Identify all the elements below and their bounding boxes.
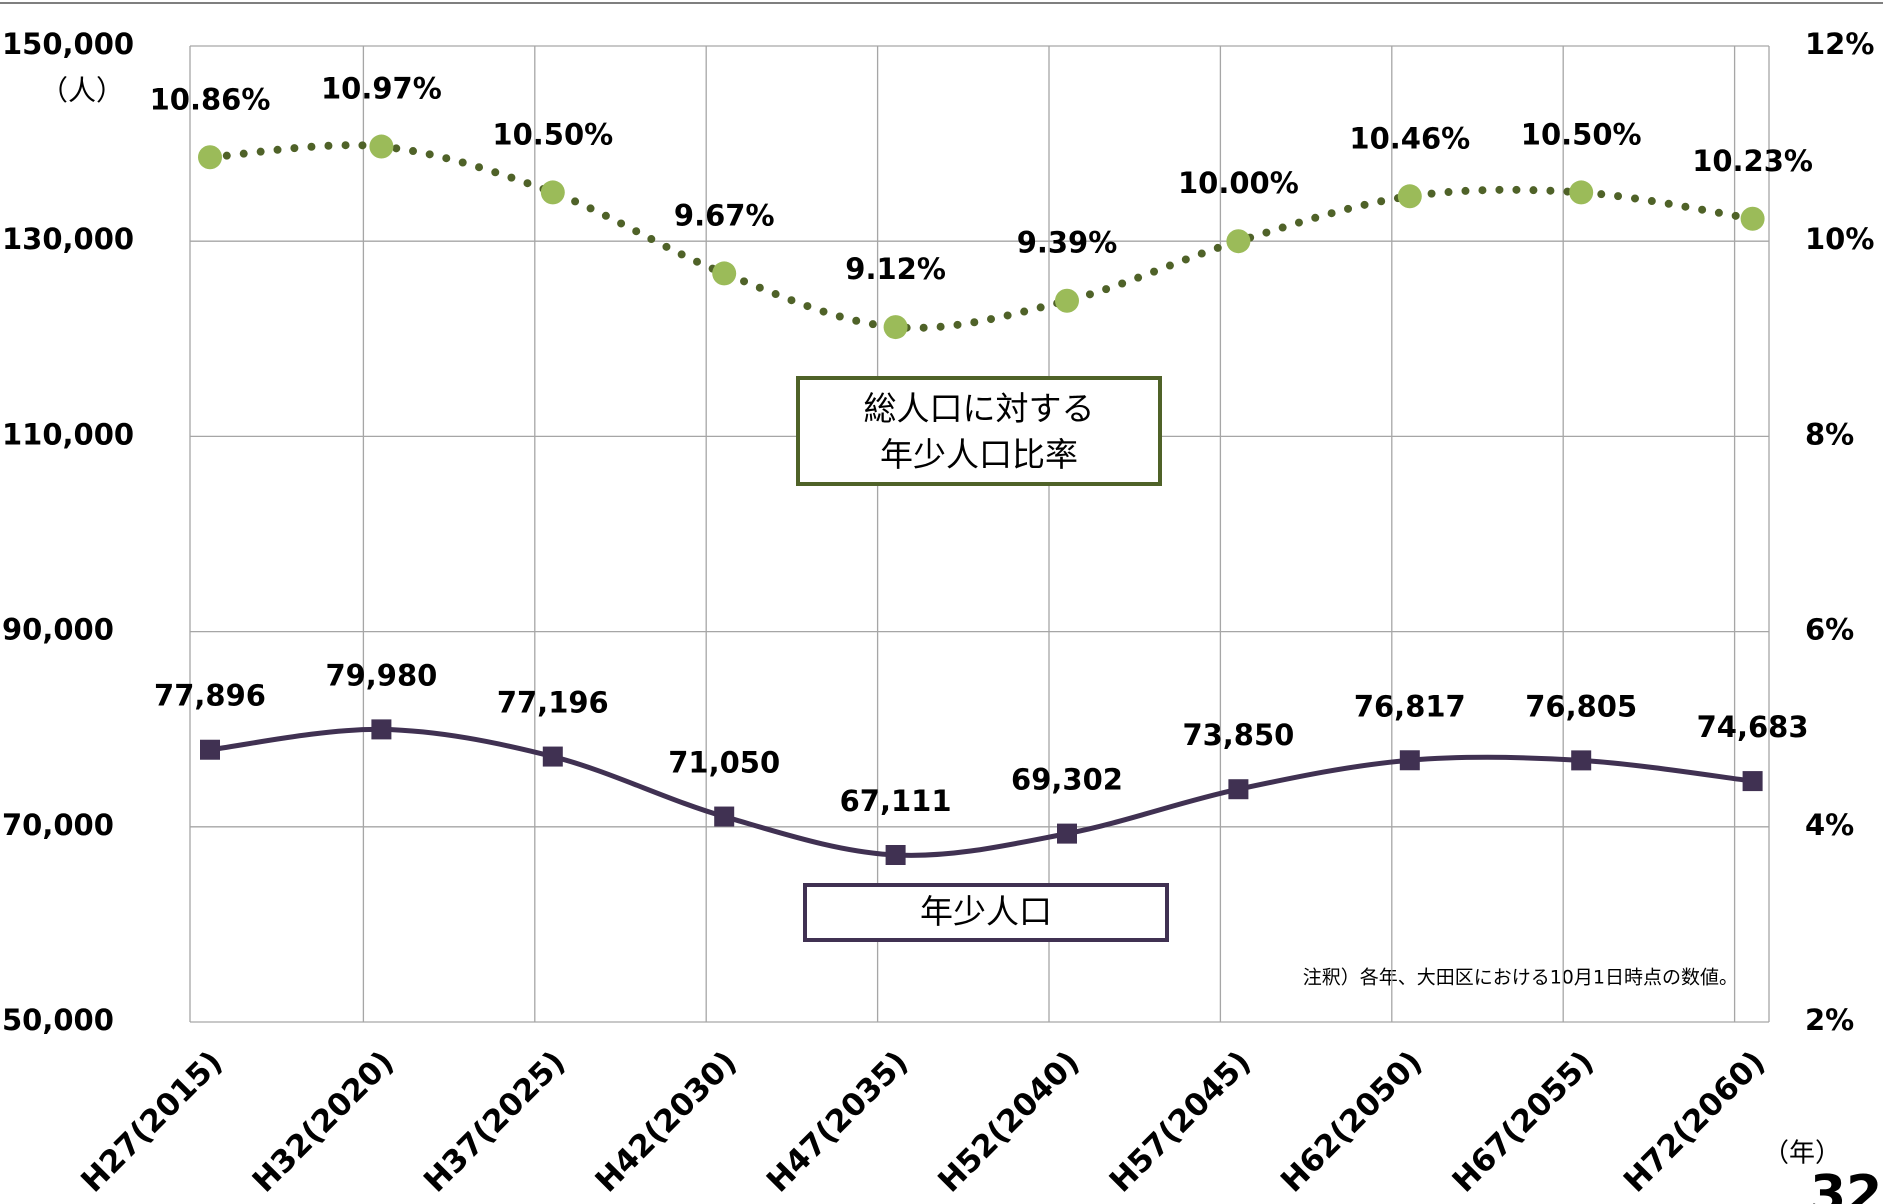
x-tick-label: H27(2015) [74,1044,229,1199]
data-label: 10.86% [150,82,271,116]
y2-tick-label: 6% [1805,613,1854,647]
point [1571,750,1592,771]
data-label: 76,817 [1354,689,1466,723]
data-label: 10.50% [1521,117,1642,151]
x-tick-label: H42(2030) [589,1044,744,1199]
data-label: 10.23% [1692,144,1813,178]
point [369,134,394,159]
series-line [209,726,1753,858]
point [714,806,735,827]
y-axis-unit: （人） [40,74,124,107]
series-label-box: 年少人口 [803,883,1169,942]
point [883,315,908,340]
point [540,180,565,205]
point [1399,750,1420,771]
x-tick-label: H72(2060) [1617,1044,1772,1199]
point [1057,823,1077,844]
x-tick-label: H67(2055) [1446,1044,1601,1199]
point [1055,288,1079,313]
point [371,719,392,740]
series-line [206,141,1757,332]
data-label: 10.50% [492,117,613,151]
data-label: 9.39% [1017,226,1118,260]
x-axis-unit: （年） [1763,1139,1841,1169]
y2-tick-label: 12% [1805,27,1874,61]
data-label: 10.97% [321,72,442,106]
y-tick-label: 130,000 [2,222,134,256]
data-label: 67,111 [840,784,952,818]
y2-tick-label: 4% [1805,808,1854,842]
y-tick-label: 50,000 [2,1003,114,1037]
x-tick-label: H57(2045) [1103,1044,1258,1199]
x-tick-label: H32(2020) [246,1044,401,1199]
data-label: 69,302 [1011,763,1123,797]
data-label: 79,980 [325,658,437,692]
series-label-box: 総人口に対する 年少人口比率 [796,376,1162,486]
data-label: 71,050 [668,746,780,780]
x-tick-label: H62(2050) [1274,1044,1429,1199]
data-label: 76,805 [1525,689,1637,723]
data-label: 9.12% [845,252,946,286]
y-tick-label: 90,000 [2,613,114,647]
x-tick-label: H37(2025) [417,1044,572,1199]
x-tick-label: H47(2035) [760,1044,915,1199]
note: 注釈）各年、大田区における10月1日時点の数値。 [1303,967,1738,989]
data-label: 73,850 [1182,718,1294,752]
point [200,739,220,760]
point [198,145,222,170]
y2-tick-label: 8% [1805,417,1854,451]
y2-tick-label: 10% [1805,222,1874,256]
point [1742,771,1763,792]
data-label: 10.46% [1349,121,1470,155]
y2-tick-label: 2% [1805,1003,1854,1037]
data-label: 77,196 [497,686,609,720]
data-label: 77,896 [154,679,266,713]
page-number: 32 [1810,1165,1882,1204]
data-label: 9.67% [674,198,775,232]
point [885,844,906,865]
data-label: 74,683 [1697,710,1809,744]
y-tick-label: 70,000 [2,808,114,842]
y-tick-label: 150,000 [2,27,134,61]
point [1226,229,1251,254]
point [1228,779,1249,800]
point [1569,180,1594,205]
x-tick-label: H52(2040) [931,1044,1086,1199]
point [542,746,563,767]
point [1397,184,1422,209]
point [1740,206,1765,231]
data-label: 10.00% [1178,166,1299,200]
y-tick-label: 110,000 [2,417,134,451]
point [712,261,737,286]
